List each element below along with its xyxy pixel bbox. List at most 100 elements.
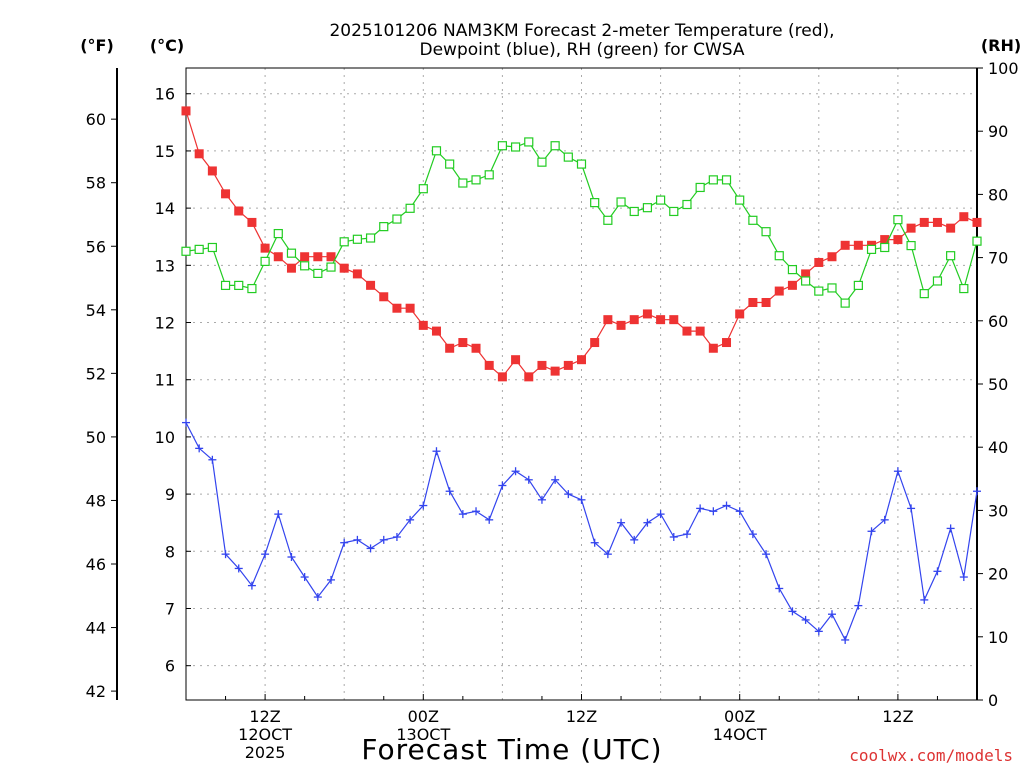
- data-point: [313, 252, 323, 262]
- data-point: [537, 495, 546, 504]
- celsius-tick-label: 13: [155, 256, 175, 275]
- data-point: [959, 283, 969, 294]
- celsius-tick-label: 12: [155, 314, 175, 333]
- data-point: [761, 227, 771, 237]
- data-point: [827, 283, 837, 293]
- data-point: [340, 538, 349, 547]
- data-point: [669, 315, 679, 325]
- x-tick-label: 00Z: [724, 707, 755, 726]
- data-point: [854, 601, 863, 610]
- data-point: [972, 236, 982, 246]
- celsius-tick-label: 9: [165, 485, 175, 504]
- fahrenheit-tick-label: 56: [86, 237, 106, 256]
- data-point: [497, 372, 507, 382]
- data-point: [748, 215, 758, 225]
- data-point: [590, 538, 599, 547]
- data-point: [919, 217, 929, 227]
- data-point: [603, 215, 613, 225]
- data-point: [577, 495, 586, 504]
- data-point: [735, 507, 744, 516]
- data-point: [801, 615, 810, 624]
- data-point: [696, 504, 705, 513]
- data-point: [695, 326, 705, 336]
- data-point: [498, 481, 507, 490]
- data-point: [642, 203, 653, 213]
- data-point: [735, 195, 745, 205]
- data-point: [194, 149, 204, 159]
- data-point: [827, 252, 837, 262]
- fahrenheit-tick-label: 58: [86, 174, 106, 193]
- data-point: [365, 233, 376, 243]
- data-point: [801, 276, 811, 286]
- x-tick-label: 14OCT: [713, 725, 767, 744]
- data-point: [353, 535, 362, 544]
- data-point: [946, 524, 955, 533]
- rh-tick-label: 60: [988, 312, 1008, 331]
- x-tick-label: 2025: [245, 743, 286, 762]
- data-point: [247, 581, 256, 590]
- rh-tick-label: 50: [988, 375, 1008, 394]
- rh-tick-label: 20: [988, 565, 1008, 584]
- data-point: [590, 198, 600, 208]
- data-point: [339, 237, 349, 247]
- data-point: [418, 320, 428, 330]
- data-point: [261, 550, 270, 559]
- rh-tick-label: 90: [988, 122, 1008, 141]
- data-point: [524, 372, 534, 382]
- data-point: [814, 286, 824, 296]
- data-point: [484, 360, 494, 370]
- x-tick-label: 12Z: [882, 707, 913, 726]
- data-point: [563, 360, 573, 370]
- data-point: [893, 235, 903, 245]
- data-point: [867, 527, 876, 536]
- rh-tick-label: 80: [988, 185, 1008, 204]
- data-point: [195, 444, 204, 453]
- data-point: [234, 564, 243, 573]
- data-point: [577, 355, 586, 365]
- data-point: [656, 315, 666, 325]
- data-point: [326, 262, 336, 272]
- data-point: [339, 263, 349, 273]
- data-point: [721, 175, 732, 185]
- data-point: [551, 475, 560, 484]
- data-point: [432, 447, 441, 456]
- data-point: [840, 240, 850, 250]
- data-point: [300, 252, 310, 262]
- data-point: [656, 510, 665, 519]
- data-point: [458, 510, 467, 519]
- data-point: [471, 175, 481, 185]
- series-dewpoint: [182, 418, 981, 644]
- fahrenheit-tick-label: 46: [86, 555, 106, 574]
- data-point: [392, 303, 402, 313]
- data-point: [933, 567, 942, 576]
- data-point: [221, 189, 231, 199]
- data-point: [392, 532, 401, 541]
- data-point: [260, 243, 270, 253]
- fahrenheit-axis-label: (°F): [80, 36, 114, 55]
- data-point: [682, 199, 692, 210]
- rh-tick-label: 70: [988, 249, 1008, 268]
- data-point: [775, 584, 784, 593]
- x-tick-label: 12Z: [249, 707, 280, 726]
- data-point: [695, 182, 705, 193]
- data-point: [576, 159, 587, 169]
- data-point: [669, 206, 679, 217]
- rh-tick-label: 10: [988, 628, 1008, 647]
- data-point: [748, 297, 758, 307]
- rh-axis-label: (RH): [981, 36, 1021, 55]
- series-rh: [181, 137, 982, 308]
- celsius-tick-label: 14: [155, 199, 175, 218]
- data-point: [379, 292, 389, 302]
- axes: [111, 67, 983, 701]
- data-point: [709, 507, 718, 516]
- data-point: [762, 550, 771, 559]
- data-point: [722, 338, 732, 348]
- data-point: [590, 338, 600, 348]
- rh-tick-label: 40: [988, 438, 1008, 457]
- x-tick-label: 12OCT: [238, 725, 292, 744]
- data-point: [405, 303, 415, 313]
- data-point: [207, 166, 217, 176]
- data-point: [919, 289, 929, 299]
- data-point: [893, 467, 902, 476]
- data-point: [379, 222, 389, 232]
